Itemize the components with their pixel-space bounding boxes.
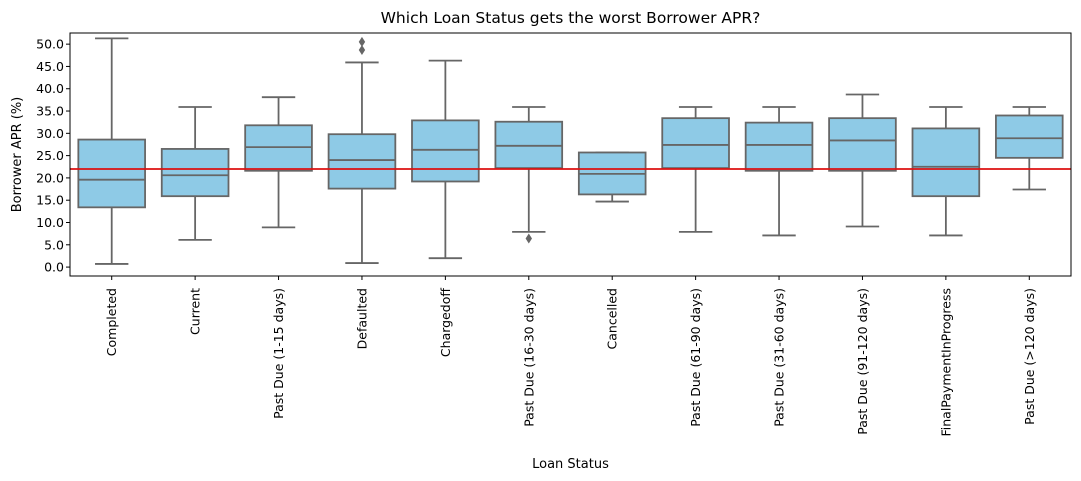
x-tick-label: Past Due (>120 days): [1022, 288, 1037, 425]
y-tick-label: 50.0: [36, 37, 64, 52]
y-tick-label: 5.0: [44, 237, 64, 252]
x-tick-label: Past Due (31-60 days): [772, 288, 787, 427]
box: [661, 117, 730, 169]
y-tick-label: 35.0: [36, 104, 64, 119]
outlier-point: [358, 44, 366, 55]
box-group: [494, 106, 564, 244]
box: [327, 133, 397, 190]
y-axis-label: Borrower APR (%): [10, 97, 25, 213]
y-tick-label: 25.0: [36, 148, 64, 163]
box-group: [77, 37, 146, 265]
box-group: [411, 59, 480, 260]
box-group: [911, 106, 981, 237]
plot-frame: [69, 32, 1072, 277]
y-tick-label: 0.0: [44, 260, 64, 275]
outlier-point: [525, 233, 532, 244]
box: [911, 127, 981, 198]
x-tick-label: Defaulted: [354, 288, 369, 349]
x-tick-label: FinalPaymentInProgress: [938, 288, 953, 437]
y-tick-label: 15.0: [36, 193, 64, 208]
box: [160, 148, 230, 198]
x-tick-label: Past Due (16-30 days): [521, 288, 536, 427]
box-group: [744, 106, 814, 237]
box: [744, 121, 814, 172]
box: [828, 117, 897, 172]
x-tick-label: Completed: [104, 288, 119, 356]
x-tick-label: Cancelled: [605, 288, 620, 349]
box-group: [160, 106, 230, 241]
box-group: [577, 151, 647, 203]
x-tick-label: Past Due (1-15 days): [271, 288, 286, 419]
x-axis: Completed Current Past Due (1-15 days) Defa…: [104, 276, 1037, 437]
x-tick-label: Current: [188, 288, 203, 335]
y-tick-label: 45.0: [36, 59, 64, 74]
chart-title: Which Loan Status gets the worst Borrowe…: [381, 9, 761, 27]
outlier-point: [358, 36, 366, 47]
y-tick-label: 20.0: [36, 170, 64, 185]
y-tick-label: 30.0: [36, 126, 64, 141]
box-group: [327, 36, 397, 264]
x-axis-label: Loan Status: [532, 457, 609, 472]
plot-area: [70, 36, 1071, 265]
y-axis: 0.0 5.0 10.0 15.0 20.0 25.0 30.0 35.0 40.0 45.0 50…: [36, 37, 70, 275]
x-tick-label: Chargedoff: [438, 288, 453, 357]
x-tick-label: Past Due (61-90 days): [688, 288, 703, 427]
x-tick-label: Past Due (91-120 days): [855, 288, 870, 435]
box: [411, 119, 480, 183]
box-group: [995, 106, 1064, 191]
box-group: [244, 96, 313, 229]
box-group: [661, 106, 730, 233]
box: [77, 138, 146, 209]
box: [995, 114, 1064, 159]
y-tick-label: 10.0: [36, 215, 64, 230]
box-group: [828, 93, 897, 228]
y-tick-label: 40.0: [36, 81, 64, 96]
